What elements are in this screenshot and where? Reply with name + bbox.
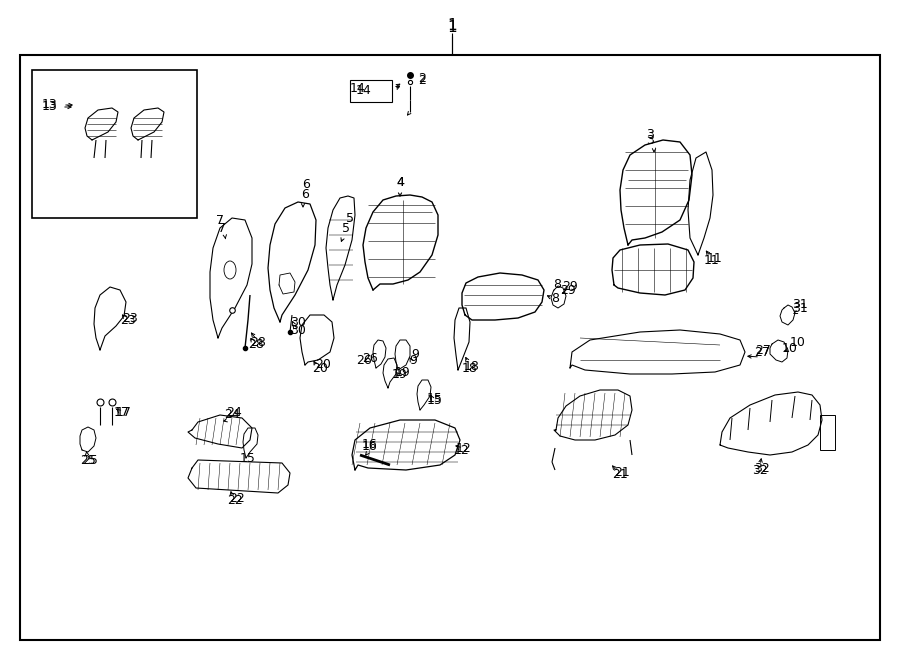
- Text: 17: 17: [114, 407, 130, 420]
- Text: 14: 14: [356, 83, 372, 97]
- Text: 18: 18: [462, 362, 478, 375]
- Text: 4: 4: [396, 176, 404, 188]
- Bar: [350, 80, 392, 102]
- Ellipse shape: [224, 261, 236, 279]
- Text: 2: 2: [418, 71, 426, 85]
- Text: 25: 25: [80, 453, 96, 467]
- Text: 6: 6: [302, 188, 309, 202]
- Text: 19: 19: [395, 366, 411, 379]
- Bar: [20, 55, 880, 640]
- Text: 22: 22: [227, 494, 243, 506]
- Text: 2: 2: [418, 73, 426, 87]
- Text: 11: 11: [704, 254, 720, 266]
- Text: 11: 11: [707, 251, 723, 264]
- Text: 23: 23: [120, 313, 136, 327]
- Text: 26: 26: [362, 352, 378, 364]
- Text: 9: 9: [411, 348, 418, 362]
- Text: 22: 22: [230, 492, 245, 504]
- Text: 23: 23: [122, 311, 138, 325]
- Text: 16: 16: [362, 438, 378, 451]
- Text: 4: 4: [396, 176, 404, 188]
- Text: 12: 12: [456, 442, 472, 455]
- Text: 5: 5: [346, 212, 354, 225]
- Text: 29: 29: [560, 284, 576, 297]
- Text: 30: 30: [290, 317, 306, 329]
- Text: 29: 29: [562, 280, 578, 293]
- Text: 1: 1: [447, 20, 457, 36]
- Text: 14: 14: [350, 81, 366, 95]
- Text: 19: 19: [392, 368, 408, 381]
- Text: 24: 24: [224, 408, 240, 422]
- Text: 20: 20: [315, 358, 331, 371]
- Bar: [820, 415, 835, 450]
- Text: 8: 8: [551, 292, 559, 305]
- Text: 30: 30: [290, 323, 306, 336]
- Text: 16: 16: [362, 440, 378, 453]
- Text: 13: 13: [42, 100, 58, 114]
- Text: 15: 15: [428, 391, 443, 405]
- Text: 28: 28: [248, 338, 264, 352]
- Text: 15: 15: [240, 451, 256, 465]
- Text: 1: 1: [447, 17, 457, 32]
- Text: 27: 27: [755, 344, 771, 356]
- Bar: [32, 70, 197, 218]
- Text: 10: 10: [790, 336, 806, 348]
- Text: 28: 28: [250, 336, 266, 348]
- Text: 17: 17: [116, 405, 132, 418]
- Text: 21: 21: [612, 469, 628, 481]
- Text: 6: 6: [302, 178, 310, 192]
- Text: 25: 25: [82, 453, 98, 467]
- Text: 18: 18: [464, 360, 480, 373]
- Text: 32: 32: [752, 463, 768, 477]
- Text: 12: 12: [454, 444, 470, 457]
- Text: 7: 7: [218, 221, 226, 235]
- Text: 26: 26: [356, 354, 372, 366]
- Text: 21: 21: [614, 467, 630, 479]
- Text: 24: 24: [226, 407, 242, 420]
- Text: 31: 31: [792, 299, 808, 311]
- Text: 7: 7: [216, 214, 224, 227]
- Text: 9: 9: [410, 354, 417, 366]
- Text: 3: 3: [646, 134, 654, 147]
- Text: 20: 20: [312, 362, 328, 375]
- Text: 31: 31: [792, 301, 808, 315]
- Text: 15: 15: [428, 393, 443, 407]
- Text: 27: 27: [754, 346, 770, 358]
- Text: 3: 3: [646, 128, 654, 141]
- Text: 5: 5: [342, 221, 350, 235]
- Text: 13: 13: [42, 98, 58, 112]
- Text: 8: 8: [553, 278, 561, 292]
- Text: 10: 10: [782, 342, 798, 354]
- Text: 32: 32: [754, 461, 770, 475]
